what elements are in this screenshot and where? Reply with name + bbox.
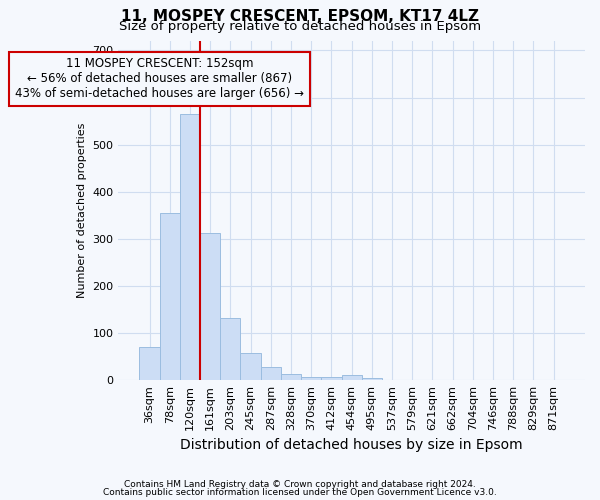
Text: 11, MOSPEY CRESCENT, EPSOM, KT17 4LZ: 11, MOSPEY CRESCENT, EPSOM, KT17 4LZ: [121, 9, 479, 24]
Text: Size of property relative to detached houses in Epsom: Size of property relative to detached ho…: [119, 20, 481, 33]
Bar: [301, 377, 322, 380]
Bar: [180, 114, 200, 380]
Bar: [200, 233, 220, 380]
Bar: [139, 347, 160, 380]
Bar: [160, 213, 180, 380]
Bar: [220, 318, 241, 380]
Bar: [362, 378, 382, 380]
Y-axis label: Number of detached properties: Number of detached properties: [77, 123, 86, 298]
Bar: [260, 368, 281, 380]
Bar: [281, 374, 301, 380]
Text: Contains HM Land Registry data © Crown copyright and database right 2024.: Contains HM Land Registry data © Crown c…: [124, 480, 476, 489]
Text: 11 MOSPEY CRESCENT: 152sqm
← 56% of detached houses are smaller (867)
43% of sem: 11 MOSPEY CRESCENT: 152sqm ← 56% of deta…: [15, 58, 304, 100]
Bar: [241, 354, 260, 380]
X-axis label: Distribution of detached houses by size in Epsom: Distribution of detached houses by size …: [181, 438, 523, 452]
Bar: [341, 376, 362, 380]
Bar: [322, 377, 341, 380]
Text: Contains public sector information licensed under the Open Government Licence v3: Contains public sector information licen…: [103, 488, 497, 497]
